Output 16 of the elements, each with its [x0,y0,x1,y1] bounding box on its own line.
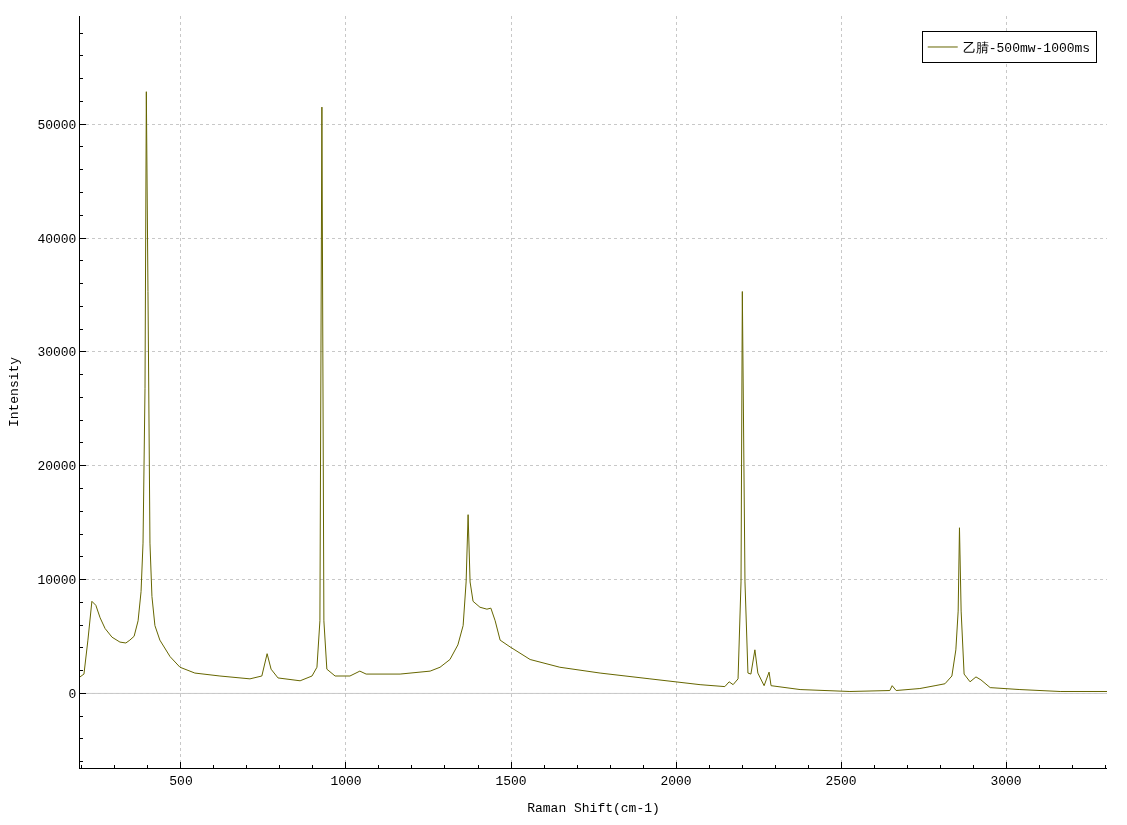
x-axis-title: Raman Shift(cm-1) [527,801,660,817]
line-series [80,91,1107,692]
y-tick-label: 20000 [37,459,77,475]
legend-label: 乙腈-500mw-1000ms [962,41,1091,57]
x-tick-label: 1500 [495,773,527,789]
x-tick-label: 2000 [660,773,692,789]
y-tick-label: 0 [68,686,77,702]
y-tick-label: 10000 [37,573,77,589]
x-tick-label: 3000 [990,773,1022,789]
x-tick-label: 2500 [825,773,857,789]
y-tick-label: 50000 [37,117,77,133]
y-tick-label: 30000 [37,345,77,361]
x-tick-label: 500 [169,773,193,789]
y-axis-title: Intensity [7,356,23,428]
x-tick-label: 1000 [330,773,362,789]
y-tick-label: 40000 [37,231,77,247]
